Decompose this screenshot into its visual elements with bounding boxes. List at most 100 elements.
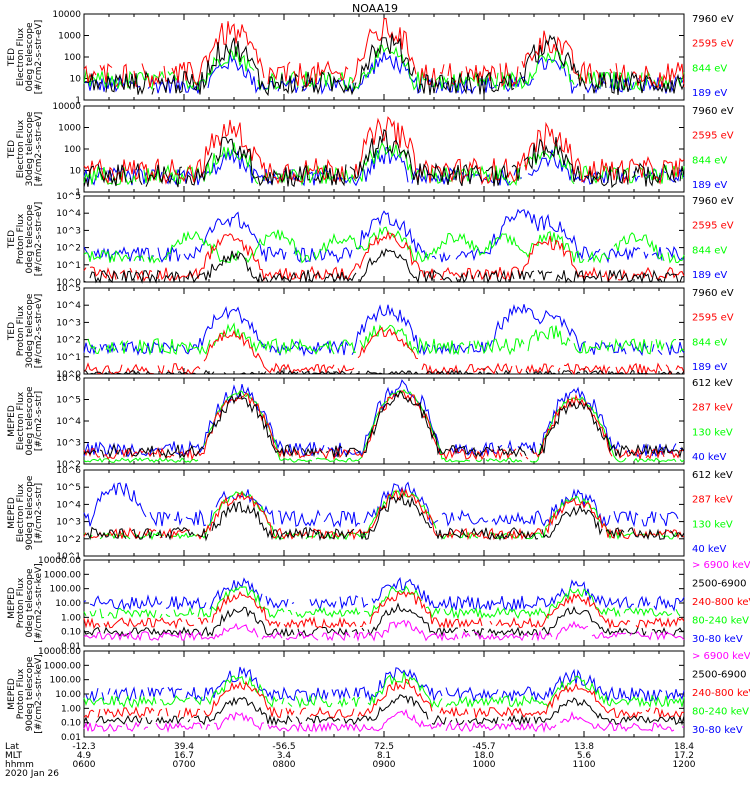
series-line-4 — [83, 671, 685, 709]
y-tick-label: 10^4 — [56, 417, 81, 427]
series-line-1 — [83, 248, 685, 284]
y-axis-label-line: 0deg telescope — [25, 22, 35, 92]
y-tick-label: 10 — [70, 75, 82, 85]
series-line-1 — [83, 369, 685, 375]
x-tick-label-mlt: 17.2 — [674, 751, 694, 761]
y-axis-label-line: [#/cm2-s-str-eV] — [34, 294, 44, 369]
y-axis-label-line: [#/cm2-s-str-eV] — [34, 112, 44, 187]
y-tick-label: 10^1 — [56, 261, 81, 271]
legend-label: 612 keV — [692, 378, 733, 389]
y-tick-label: 1000.00 — [44, 661, 81, 671]
y-tick-label: 1000 — [58, 32, 81, 42]
y-tick-label: 10^2 — [56, 535, 81, 545]
legend-label: 130 keV — [692, 519, 733, 530]
panels-group: 10000 1000 100 10 1 TED Electron Flux 0deg tele… — [7, 10, 750, 743]
legend-label: 240-800 keV — [692, 597, 750, 608]
y-axis-label-line: [#/cm2-s-str] — [34, 483, 44, 543]
y-tick-label: 1 — [75, 96, 81, 106]
y-tick-label: 1.00 — [61, 704, 81, 714]
y-tick-label: 10000.00 — [38, 647, 81, 657]
x-tick-label-mlt: 16.7 — [174, 751, 194, 761]
y-tick-label: 10.00 — [55, 599, 81, 609]
y-axis-label-line: 0deg telescope — [25, 204, 35, 274]
series-line-3 — [83, 226, 685, 264]
y-tick-label: 10^0 — [56, 278, 81, 288]
y-tick-label: 10^1 — [56, 552, 81, 562]
y-tick-label: 10^5 — [56, 284, 81, 294]
y-tick-label: 1 — [75, 188, 81, 198]
x-tick-label-time: 0800 — [273, 760, 296, 770]
x-tick-label-lat: 39.4 — [174, 742, 194, 752]
x-tick-label-mlt: 3.4 — [277, 751, 292, 761]
x-tick-label-mlt: 18.0 — [474, 751, 494, 761]
legend-label: 844 eV — [692, 245, 727, 256]
legend-label: 2595 eV — [692, 39, 734, 50]
y-axis-label: MEPEDElectron Flux0deg telescope[#/cm2-s… — [7, 386, 44, 456]
y-tick-label: 100.00 — [50, 585, 82, 595]
x-tick-label-lat: -56.5 — [272, 742, 295, 752]
series-line-1 — [83, 619, 685, 642]
x-tick-label-lat: -45.7 — [472, 742, 495, 752]
series-line-4 — [83, 379, 685, 458]
y-axis-label-line: TED — [7, 140, 17, 159]
panel-3: 10^5 10^4 10^3 10^2 10^1 10^0 TEDProton Flux0d… — [7, 192, 734, 288]
series-line-2 — [83, 116, 685, 186]
x-tick-label-time: 0600 — [73, 760, 96, 770]
y-axis-label-line: [#/cm2-s-str] — [34, 391, 44, 451]
series-line-1 — [83, 389, 685, 459]
x-tick-label-mlt: 5.6 — [577, 751, 592, 761]
legend-label: 80-240 keV — [692, 707, 749, 718]
y-tick-label: 10^4 — [56, 500, 81, 510]
series-line-4 — [83, 208, 685, 264]
y-tick-label: 1000.00 — [44, 570, 81, 580]
legend-label: 189 eV — [692, 270, 727, 281]
legend-label: > 6900 keV — [692, 560, 750, 571]
legend-label: 80-240 keV — [692, 616, 749, 627]
y-tick-label: 100 — [64, 145, 81, 155]
x-tick-label-lat: 13.8 — [574, 742, 594, 752]
series-line-2 — [83, 487, 684, 541]
y-axis-label-line: Electron Flux — [16, 483, 26, 542]
y-tick-label: 10000.00 — [38, 556, 81, 566]
y-axis-label-line: Proton Flux — [16, 668, 26, 719]
y-tick-label: 10^6 — [56, 466, 81, 476]
panel-2: 10000 1000 100 10 1 TEDElectron Flux30deg tel… — [7, 102, 734, 198]
y-axis-label-line: Proton Flux — [16, 213, 26, 264]
legend-label: 189 eV — [692, 88, 727, 99]
y-axis-label-line: TED — [7, 230, 17, 249]
y-axis-label: TEDProton Flux0deg telescope[#/cm2-s-str… — [7, 202, 44, 277]
y-axis-label-line: 90deg telescope — [25, 656, 35, 731]
legend-label: 30-80 keV — [692, 634, 743, 645]
series-line-1 — [83, 128, 685, 189]
y-tick-label: 10000 — [52, 10, 81, 20]
series-line-2 — [83, 694, 685, 726]
y-axis-label-line: Proton Flux — [16, 577, 26, 628]
y-axis-label-line: Electron Flux — [16, 391, 26, 450]
y-axis-label-line: 0deg telescope — [25, 568, 35, 638]
series-line-1 — [85, 493, 685, 542]
y-axis-label: MEPEDProton Flux90deg telescope[#/cm2-s-… — [7, 654, 44, 733]
panel-4: 10^5 10^4 10^3 10^2 10^1 10^0 TEDProton Flux30… — [7, 284, 734, 380]
y-tick-label: 10^1 — [56, 353, 81, 363]
y-axis-label-line: MEPED — [7, 497, 17, 529]
series-line-3 — [83, 44, 685, 92]
x-tick-label-mlt: 4.9 — [77, 751, 92, 761]
series-line-1 — [83, 33, 685, 97]
y-tick-label: 10^5 — [56, 396, 81, 406]
y-axis-label-line: 90deg telescope — [25, 475, 35, 550]
y-axis-label-line: MEPED — [7, 405, 17, 437]
y-axis-label-line: [#/cm2-s-str-eV] — [34, 20, 44, 95]
y-tick-label: 0.01 — [61, 733, 81, 743]
series-line-3 — [83, 678, 685, 720]
panel-7: 10000.00 1000.00 100.00 10.00 1.00 0.10 0.01 ME… — [7, 556, 750, 652]
series-line-1 — [83, 708, 685, 733]
y-tick-label: 10^5 — [56, 192, 81, 202]
panel-6: 10^6 10^5 10^4 10^3 10^2 10^1 MEPEDElectron Fl… — [7, 466, 733, 562]
y-tick-label: 10^3 — [56, 226, 81, 236]
y-tick-label: 10^3 — [56, 518, 81, 528]
legend-label: 189 eV — [692, 362, 727, 373]
y-tick-label: 10^5 — [56, 483, 81, 493]
x-tick-label-mlt: 8.1 — [377, 751, 391, 761]
y-tick-label: 10^2 — [56, 460, 81, 470]
